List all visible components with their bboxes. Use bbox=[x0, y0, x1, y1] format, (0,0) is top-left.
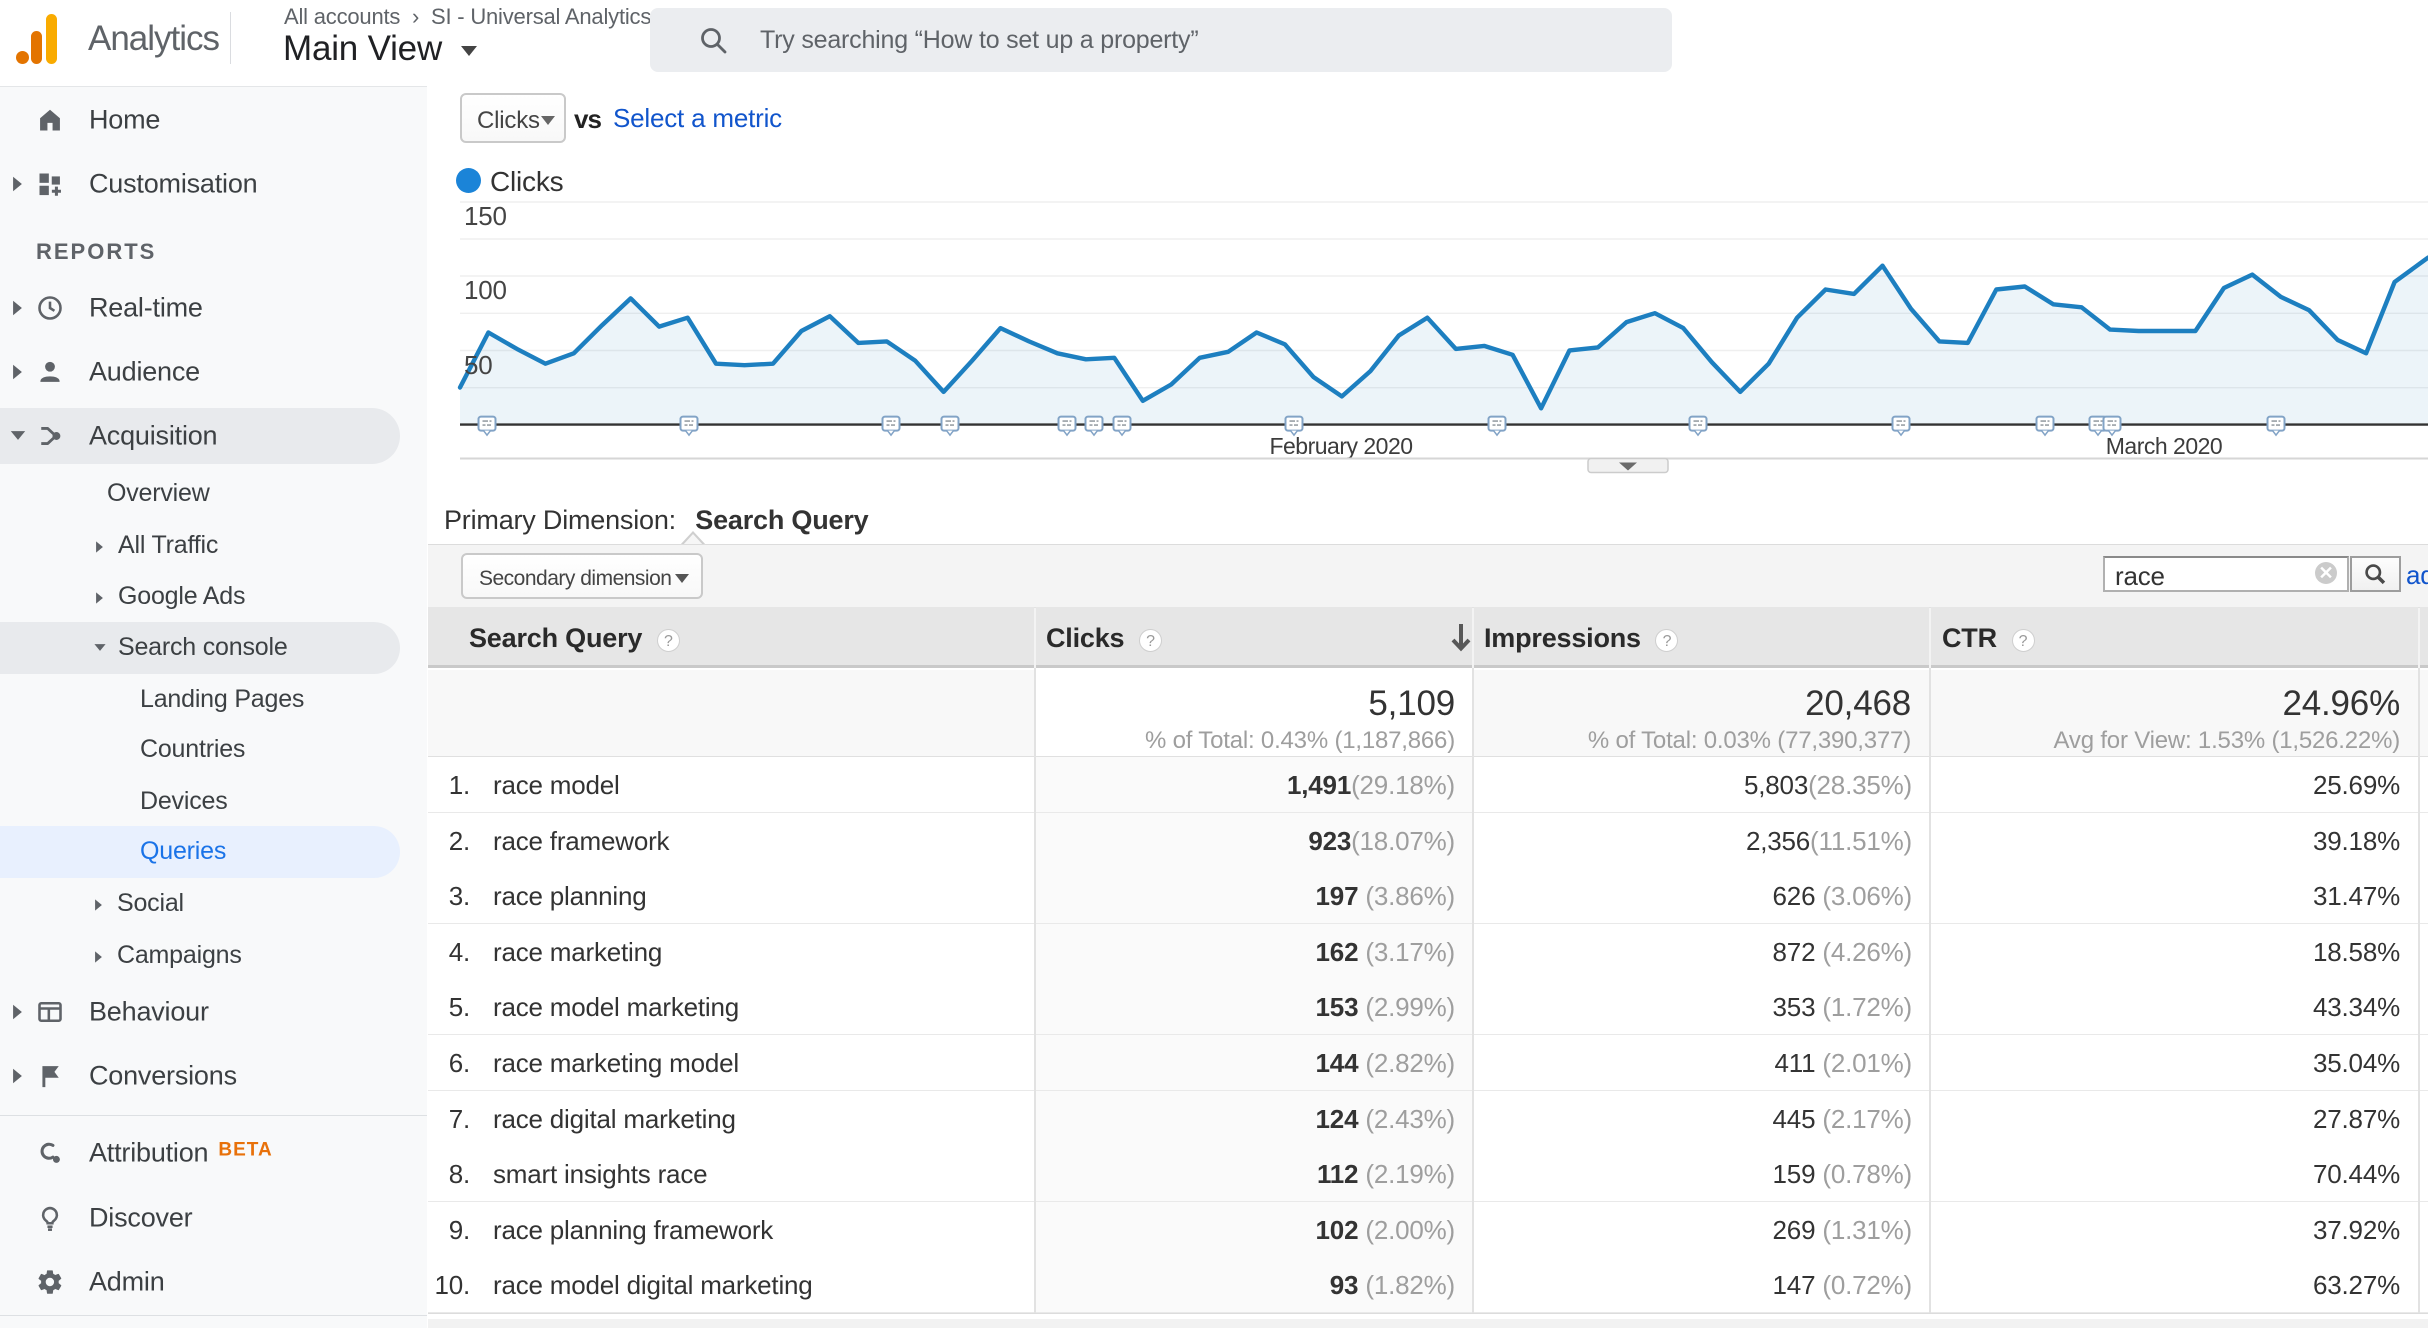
svg-text:February 2020: February 2020 bbox=[1269, 433, 1412, 459]
svg-text:50: 50 bbox=[464, 350, 493, 380]
svg-text:March 2020: March 2020 bbox=[2106, 433, 2222, 459]
svg-text:150: 150 bbox=[464, 201, 507, 231]
svg-text:100: 100 bbox=[464, 275, 507, 305]
